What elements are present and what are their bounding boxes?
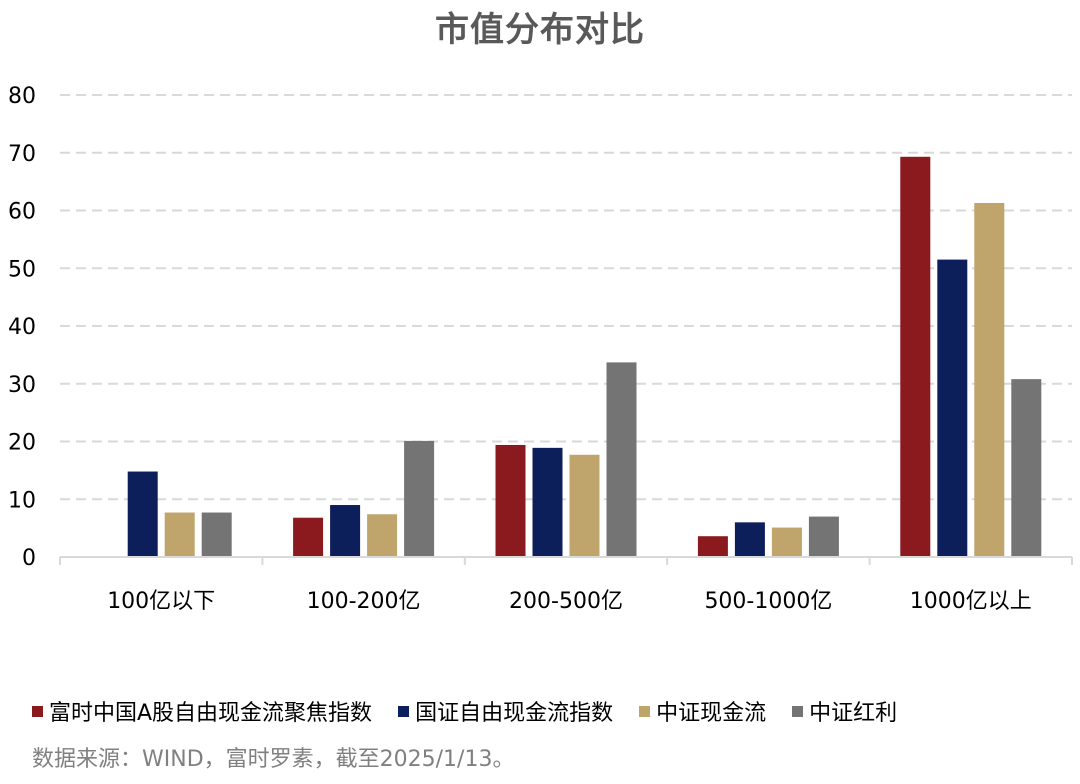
bar-chart: 0 10 20 30 40 50 60 70 80 100亿以下 100-200亿 200-500亿… xyxy=(8,84,1073,614)
bar-series-0-cat-2 xyxy=(495,444,526,557)
legend-label: 国证自由现金流指数 xyxy=(415,701,614,726)
legend-label: 中证红利 xyxy=(809,701,898,726)
chart-title: 市值分布对比 xyxy=(435,10,645,50)
bar-series-0-cat-4 xyxy=(900,156,931,558)
x-category-label: 200-500亿 xyxy=(509,589,623,614)
x-axis-labels: 100亿以下 100-200亿 200-500亿 500-1000亿 1000亿以上 xyxy=(107,589,1032,614)
y-axis-ticks: 0 10 20 30 40 50 60 70 80 xyxy=(8,84,36,571)
bar-series-3-cat-3 xyxy=(808,516,839,557)
x-category-label: 500-1000亿 xyxy=(704,589,832,614)
y-tick-label: 80 xyxy=(8,84,36,109)
bar-series-2-cat-1 xyxy=(367,514,398,557)
bar-series-1-cat-1 xyxy=(330,505,361,557)
bar-series-3-cat-2 xyxy=(606,362,637,557)
bar-series-2-cat-0 xyxy=(164,512,195,557)
y-tick-label: 50 xyxy=(8,257,36,282)
bar-series-2-cat-2 xyxy=(569,454,600,557)
legend-item: 中证现金流 xyxy=(639,695,766,727)
y-tick-label: 30 xyxy=(8,373,36,398)
bar-series-1-cat-2 xyxy=(532,447,563,557)
legend-swatch xyxy=(398,705,410,717)
bar-series-2-cat-3 xyxy=(771,527,802,557)
bar-series-1-cat-4 xyxy=(937,259,968,557)
x-category-label: 100-200亿 xyxy=(307,589,421,614)
bar-series-2-cat-4 xyxy=(974,202,1005,557)
source-note: 数据来源：WIND，富时罗素，截至2025/1/13。 xyxy=(32,747,515,772)
legend-swatch xyxy=(32,705,43,717)
legend-item: 中证红利 xyxy=(792,695,897,727)
bar-series-1-cat-3 xyxy=(734,522,765,557)
legend: 富时中国A股自由现金流聚焦指数 国证自由现金流指数 中证现金流 中证红利 xyxy=(32,693,923,729)
bar-series-3-cat-1 xyxy=(404,440,435,557)
bar-series-3-cat-0 xyxy=(201,512,232,557)
x-category-label: 1000亿以上 xyxy=(910,589,1032,614)
x-axis xyxy=(59,556,1073,565)
y-tick-label: 10 xyxy=(8,488,36,513)
bar-series-3-cat-4 xyxy=(1011,379,1042,557)
y-tick-label: 0 xyxy=(22,546,36,571)
y-tick-label: 20 xyxy=(8,431,36,456)
legend-swatch xyxy=(792,705,804,717)
gridlines xyxy=(60,94,1072,501)
legend-swatch xyxy=(639,705,651,717)
y-tick-label: 40 xyxy=(8,315,36,340)
legend-label: 中证现金流 xyxy=(656,701,767,726)
legend-label: 富时中国A股自由现金流聚焦指数 xyxy=(49,701,373,726)
bar-series-1-cat-0 xyxy=(127,471,158,557)
bars xyxy=(127,156,1042,558)
legend-item: 国证自由现金流指数 xyxy=(398,695,613,727)
x-category-label: 100亿以下 xyxy=(107,589,215,614)
y-tick-label: 70 xyxy=(8,142,36,167)
y-tick-label: 60 xyxy=(8,200,36,225)
legend-item: 富时中国A股自由现金流聚焦指数 xyxy=(32,695,372,727)
bar-series-0-cat-1 xyxy=(293,517,324,557)
bar-series-0-cat-3 xyxy=(697,536,728,557)
